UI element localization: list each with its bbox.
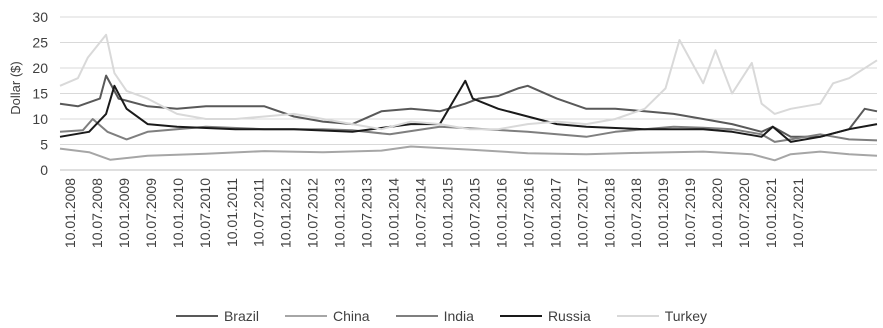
legend-item-russia: Russia — [499, 308, 591, 324]
legend-swatch — [616, 315, 659, 317]
x-tick-label: 10.01.2017 — [547, 178, 563, 248]
legend-label: India — [443, 308, 474, 324]
x-tick-label: 10.01.2010 — [170, 178, 186, 248]
x-tick-label: 10.07.2012 — [305, 178, 321, 248]
x-tick-label: 10.07.2018 — [628, 178, 644, 248]
x-tick-label: 10.01.2015 — [440, 178, 456, 248]
series-line-russia — [59, 79, 878, 143]
x-tick-label: 10.01.2011 — [224, 178, 240, 247]
x-tick-label: 10.01.2019 — [655, 178, 671, 248]
x-tick-label: 10.01.2013 — [332, 178, 348, 248]
x-tick-label: 10.01.2008 — [62, 178, 78, 248]
legend-swatch — [284, 315, 327, 317]
legend-swatch — [395, 315, 438, 317]
x-axis-ticks: 10.01.2008 10.07.2008 10.01.2009 10.07.2009… — [62, 178, 806, 248]
y-axis-label: Dollar ($) — [8, 61, 23, 114]
y-axis-ticks: 0 5 10 15 20 25 30 — [32, 9, 48, 178]
legend-item-india: India — [395, 308, 474, 324]
x-tick-label: 10.07.2014 — [413, 178, 429, 248]
y-tick-label: 20 — [32, 60, 48, 76]
chart-legend: Brazil China India Russia Turkey — [0, 306, 883, 326]
legend-swatch — [499, 315, 542, 317]
series-line-china — [59, 145, 878, 162]
y-tick-label: 25 — [32, 35, 48, 51]
legend-label: Turkey — [664, 308, 708, 324]
x-tick-label: 10.07.2017 — [574, 178, 590, 248]
x-tick-label: 10.07.2015 — [466, 178, 482, 248]
x-tick-label: 10.01.2020 — [709, 178, 725, 248]
legend-item-brazil: Brazil — [175, 308, 259, 324]
legend-label: Russia — [547, 308, 591, 324]
legend-item-china: China — [284, 308, 370, 324]
x-tick-label: 10.07.2013 — [359, 178, 375, 248]
y-tick-label: 10 — [32, 111, 48, 127]
x-tick-label: 10.07.2008 — [89, 178, 105, 248]
x-tick-label: 10.07.2019 — [682, 178, 698, 248]
x-tick-label: 10.01.2012 — [278, 178, 294, 248]
y-tick-label: 15 — [32, 86, 48, 102]
x-tick-label: 10.07.2011 — [251, 178, 267, 247]
x-tick-label: 10.01.2009 — [116, 178, 132, 248]
y-tick-label: 30 — [32, 9, 48, 25]
x-tick-label: 10.07.2020 — [736, 178, 752, 248]
legend-label: Brazil — [223, 308, 259, 324]
x-tick-label: 10.07.2010 — [197, 178, 213, 248]
grid-lines — [60, 16, 877, 145]
legend-label: China — [332, 308, 370, 324]
x-tick-label: 10.01.2014 — [386, 178, 402, 248]
x-tick-label: 10.01.2021 — [763, 178, 779, 248]
x-tick-label: 10.01.2016 — [493, 178, 509, 248]
series-lines — [59, 33, 878, 162]
series-line-turkey — [59, 33, 878, 131]
x-tick-label: 10.01.2018 — [601, 178, 617, 248]
x-tick-label: 10.07.2021 — [790, 178, 806, 248]
x-tick-label: 10.07.2009 — [143, 178, 159, 248]
legend-swatch — [175, 315, 218, 317]
y-tick-label: 5 — [40, 137, 48, 153]
x-tick-label: 10.07.2016 — [520, 178, 536, 248]
y-tick-label: 0 — [40, 162, 48, 178]
legend-item-turkey: Turkey — [616, 308, 708, 324]
